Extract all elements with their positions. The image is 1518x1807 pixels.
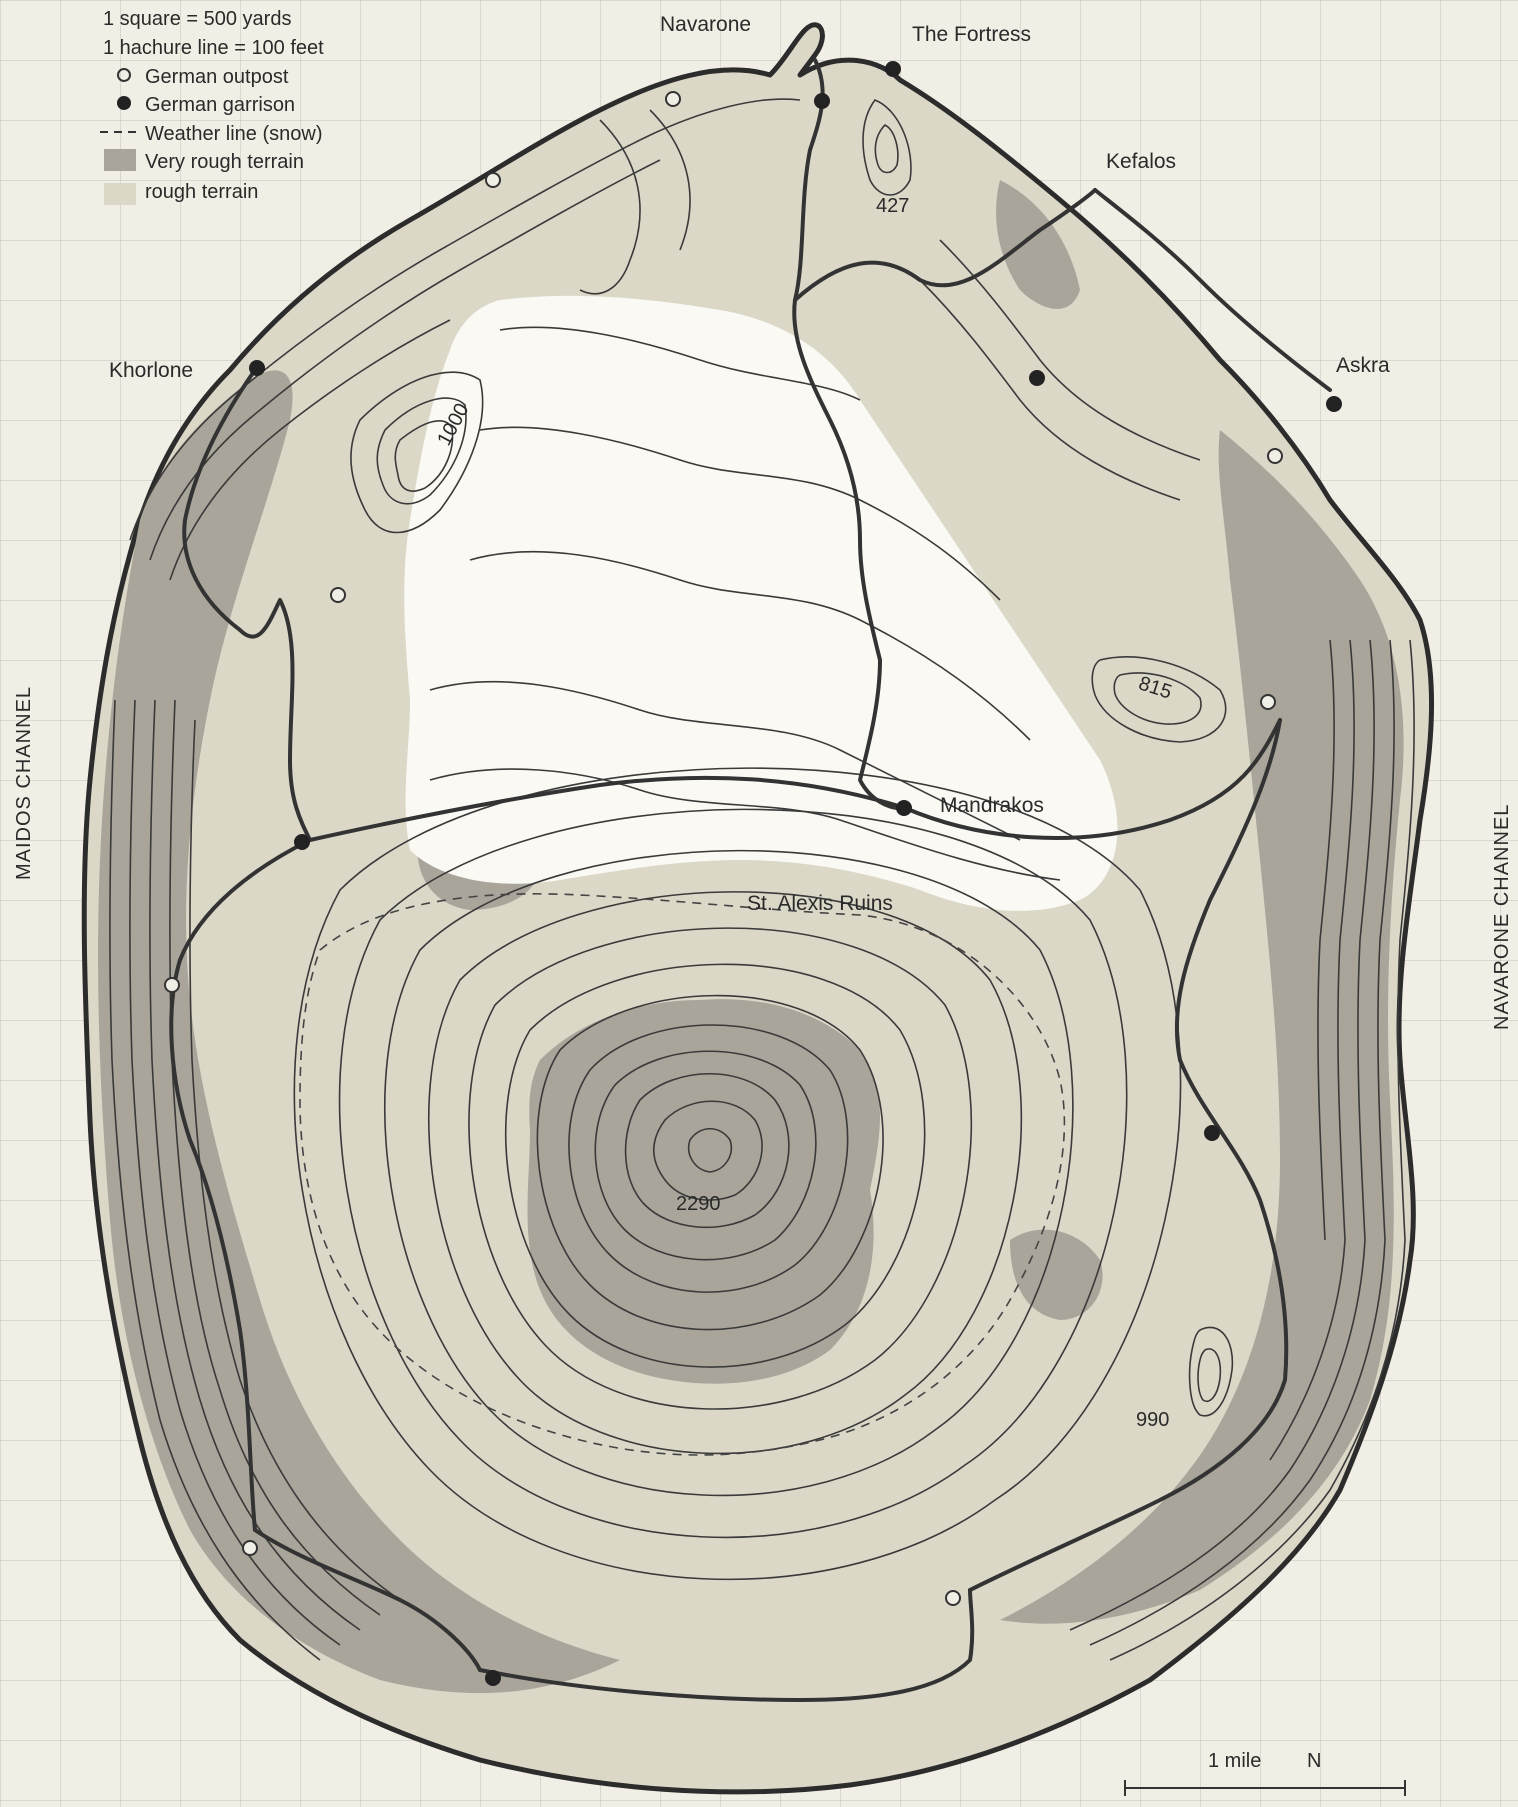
- garrison-marker: [896, 800, 912, 816]
- elevation-990: 990: [1136, 1409, 1169, 1431]
- outpost-marker: [1267, 448, 1283, 464]
- outpost-marker: [945, 1590, 961, 1606]
- garrison-marker: [1326, 396, 1342, 412]
- legend-outpost-icon: [117, 68, 131, 82]
- legend-very-rough-swatch: [104, 149, 136, 171]
- elevation-2290: 2290: [676, 1193, 721, 1215]
- garrison-marker: [1204, 1125, 1220, 1141]
- garrison-marker: [814, 93, 830, 109]
- garrison-marker: [1029, 370, 1045, 386]
- outpost-marker: [665, 91, 681, 107]
- plain-areas: [404, 295, 1118, 911]
- legend-very-rough: Very rough terrain: [145, 151, 304, 173]
- outpost-marker: [485, 172, 501, 188]
- label-fortress: The Fortress: [912, 23, 1031, 46]
- very-rough-terrain-areas: [98, 180, 1404, 1694]
- label-kefalos: Kefalos: [1106, 150, 1176, 173]
- elevation-427: 427: [876, 195, 909, 217]
- legend-outpost: German outpost: [145, 66, 289, 88]
- legend-garrison: German garrison: [145, 94, 295, 116]
- outpost-marker: [1260, 694, 1276, 710]
- garrison-marker: [885, 61, 901, 77]
- scale-bar: 1 mile N: [1124, 1750, 1406, 1796]
- map-legend: 1 square = 500 yards 1 hachure line = 10…: [100, 8, 324, 205]
- label-mandrakos: Mandrakos: [940, 794, 1044, 817]
- legend-scale-hachure: 1 hachure line = 100 feet: [103, 37, 324, 59]
- roads: [169, 58, 1332, 1702]
- label-askra: Askra: [1336, 354, 1390, 377]
- north-label: N: [1307, 1750, 1321, 1772]
- label-maidos-channel: MAIDOS CHANNEL: [13, 686, 35, 880]
- legend-scale-square: 1 square = 500 yards: [103, 8, 291, 30]
- garrison-marker: [249, 360, 265, 376]
- outpost-marker: [330, 587, 346, 603]
- outpost-marker: [164, 977, 180, 993]
- label-khorlone: Khorlone: [109, 359, 193, 382]
- legend-rough-swatch: [104, 183, 136, 205]
- garrison-marker: [294, 834, 310, 850]
- legend-rough: rough terrain: [145, 181, 258, 203]
- outpost-marker: [242, 1540, 258, 1556]
- garrison-marker: [485, 1670, 501, 1686]
- german-outposts: [164, 91, 1283, 1606]
- legend-garrison-icon: [117, 96, 131, 110]
- legend-weather: Weather line (snow): [145, 123, 322, 145]
- german-garrisons: [249, 61, 1342, 1686]
- label-navarone-channel: NAVARONE CHANNEL: [1491, 804, 1513, 1030]
- weather-line: [299, 893, 1066, 1456]
- label-navarone: Navarone: [660, 13, 751, 36]
- label-st-alexis-ruins: St. Alexis Ruins: [747, 892, 893, 915]
- scale-bar-label: 1 mile: [1208, 1750, 1261, 1772]
